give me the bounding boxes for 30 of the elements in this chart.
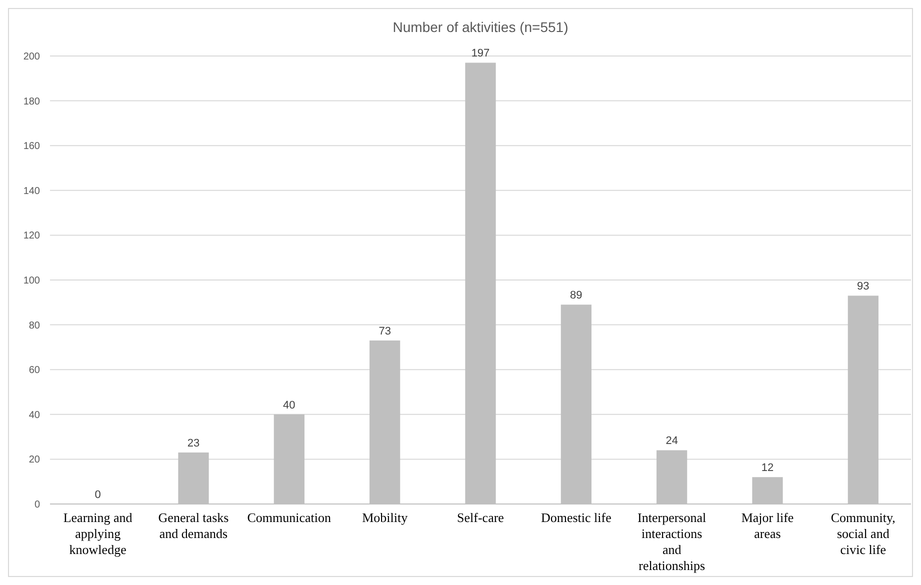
data-label: 93 <box>857 280 870 293</box>
y-tick-label: 0 <box>34 500 40 510</box>
data-label: 89 <box>570 290 582 302</box>
data-label: 12 <box>761 462 774 474</box>
x-tick-label: Community, social and civic life <box>830 510 896 557</box>
x-tick-label: Learning and applying knowledge <box>63 510 133 557</box>
data-label: 197 <box>471 48 490 60</box>
y-tick-label: 60 <box>28 365 40 376</box>
x-tick-label: Interpersonal interactions and relationships <box>638 510 707 573</box>
y-tick-label: 200 <box>23 52 40 62</box>
x-tick-label: Domestic life <box>540 510 612 525</box>
y-tick-label: 100 <box>23 276 40 286</box>
x-tick-label: Self-care <box>457 510 504 525</box>
data-label: 0 <box>94 489 101 501</box>
data-label: 73 <box>378 325 391 338</box>
y-tick-label: 40 <box>28 410 40 421</box>
y-tick-label: 120 <box>23 230 40 242</box>
data-label: 23 <box>187 437 200 450</box>
y-tick-label: 160 <box>23 141 40 152</box>
x-tick-label: Major life areas <box>741 510 794 541</box>
y-tick-label: 20 <box>28 454 40 466</box>
y-tick-label: 80 <box>28 320 40 332</box>
x-tick-label: Mobility <box>362 510 408 525</box>
chart-title: Number of aktivities (n=551) <box>392 19 568 35</box>
x-tick-label: Communication <box>247 510 332 525</box>
x-tick-label: General tasks and demands <box>158 510 229 541</box>
y-tick-label: 140 <box>23 186 40 197</box>
y-tick-label: 180 <box>23 96 40 108</box>
data-label: 24 <box>666 435 678 448</box>
data-label: 40 <box>283 399 296 412</box>
